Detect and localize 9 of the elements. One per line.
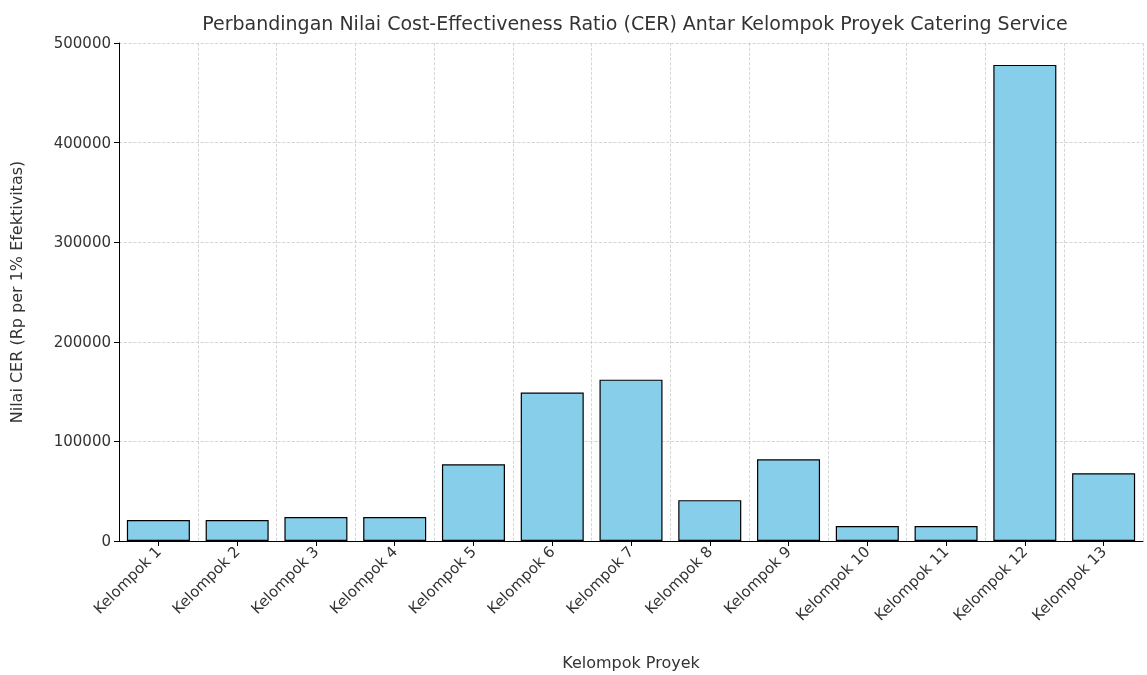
y-tick-label: 200000 <box>53 332 111 351</box>
chart-title: Perbandingan Nilai Cost-Effectiveness Ratio (CER) Antar Kelompok Proyek Catering Service <box>202 11 1068 34</box>
y-tick-label: 0 <box>101 532 111 550</box>
x-axis-title: Kelompok Proyek <box>562 652 701 672</box>
y-tick-label: 300000 <box>53 233 111 252</box>
y-tick-label: 400000 <box>53 133 111 152</box>
y-axis-title: Nilai CER (Rp per 1% Efektivitas) <box>6 160 26 424</box>
y-tick-label: 500000 <box>53 34 111 52</box>
y-tick-label: 100000 <box>53 432 111 451</box>
